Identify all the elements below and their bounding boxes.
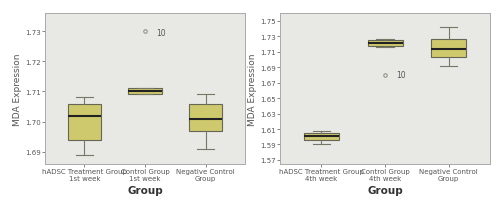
X-axis label: Group: Group — [367, 185, 403, 195]
PathPatch shape — [128, 89, 162, 95]
PathPatch shape — [304, 133, 339, 140]
X-axis label: Group: Group — [127, 185, 163, 195]
Y-axis label: MDA Expression: MDA Expression — [248, 53, 258, 125]
Text: 10: 10 — [156, 29, 166, 38]
PathPatch shape — [68, 104, 101, 140]
Text: 10: 10 — [396, 70, 406, 79]
PathPatch shape — [431, 40, 466, 58]
PathPatch shape — [189, 104, 222, 131]
PathPatch shape — [368, 41, 402, 46]
Y-axis label: MDA Expression: MDA Expression — [14, 53, 22, 125]
